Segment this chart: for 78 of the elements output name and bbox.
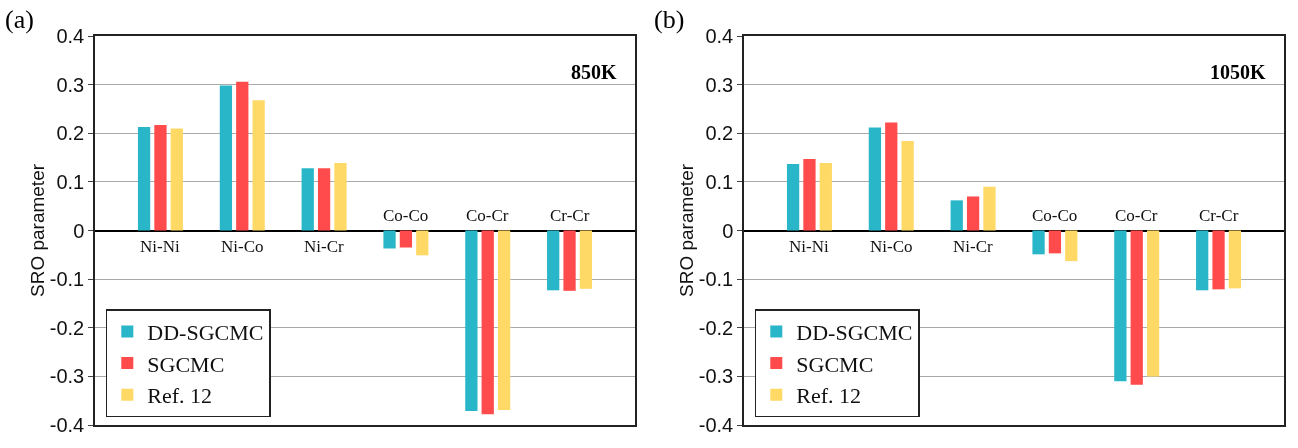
bar bbox=[465, 230, 478, 411]
x-tick-label: Ni-Cr bbox=[304, 237, 344, 256]
bar bbox=[563, 230, 576, 291]
x-tick-label: Ni-Co bbox=[870, 237, 913, 256]
bar bbox=[901, 141, 914, 231]
bar bbox=[170, 128, 183, 231]
bar bbox=[383, 230, 396, 249]
bar bbox=[236, 81, 249, 231]
bar bbox=[1048, 230, 1062, 254]
legend-label: Ref. 12 bbox=[796, 383, 862, 409]
bar bbox=[219, 85, 233, 231]
y-tick-label: 0 bbox=[73, 219, 85, 242]
bar bbox=[803, 159, 816, 231]
bar bbox=[885, 122, 898, 231]
y-tick-label: -0.2 bbox=[698, 316, 734, 339]
legend-label: Ref. 12 bbox=[147, 383, 213, 409]
y-axis-title: SRO parameter bbox=[26, 163, 48, 298]
y-tick-label: 0.3 bbox=[56, 73, 85, 96]
x-tick-label: Co-Co bbox=[383, 206, 429, 225]
y-tick-label: 0.3 bbox=[705, 73, 734, 96]
bar bbox=[966, 196, 980, 231]
bar bbox=[819, 162, 832, 231]
x-tick-label: Co-Cr bbox=[1115, 206, 1158, 225]
bar bbox=[416, 230, 429, 256]
bar bbox=[579, 230, 593, 289]
bar bbox=[334, 162, 347, 231]
y-tick-label: -0.3 bbox=[49, 365, 85, 388]
bar bbox=[868, 127, 882, 231]
y-tick-label: 0.1 bbox=[56, 170, 85, 193]
bar bbox=[1196, 230, 1209, 291]
bar bbox=[481, 230, 494, 415]
y-tick-label: 0 bbox=[722, 219, 734, 242]
y-tick-label: -0.4 bbox=[49, 414, 85, 436]
bar bbox=[1130, 230, 1143, 385]
y-tick-label: -0.4 bbox=[698, 414, 734, 436]
x-tick-label: Ni-Co bbox=[221, 237, 264, 256]
bar bbox=[1032, 230, 1045, 255]
y-tick-label: 0.2 bbox=[56, 122, 85, 145]
bar bbox=[547, 230, 560, 291]
y-tick-label: 0.4 bbox=[705, 25, 734, 47]
legend-label: SGCMC bbox=[796, 351, 874, 377]
x-tick-label: Co-Cr bbox=[466, 206, 509, 225]
annotation: 850K bbox=[571, 61, 617, 83]
y-tick-label: -0.1 bbox=[698, 268, 734, 291]
x-tick-label: Cr-Cr bbox=[550, 206, 590, 225]
bar bbox=[1114, 230, 1127, 382]
bar bbox=[252, 100, 265, 231]
bar bbox=[786, 163, 800, 231]
bar bbox=[1065, 230, 1078, 262]
bar bbox=[497, 230, 511, 410]
y-axis-title: SRO parameter bbox=[675, 163, 697, 298]
bar bbox=[1146, 230, 1160, 377]
y-tick-label: 0.2 bbox=[705, 122, 734, 145]
bar bbox=[317, 168, 331, 231]
x-tick-label: Cr-Cr bbox=[1199, 206, 1239, 225]
bar bbox=[950, 200, 963, 231]
y-tick-label: -0.2 bbox=[49, 316, 85, 339]
y-tick-label: 0.1 bbox=[705, 170, 734, 193]
y-tick-label: -0.3 bbox=[698, 365, 734, 388]
bar bbox=[399, 230, 413, 248]
x-tick-label: Ni-Ni bbox=[140, 237, 180, 256]
bar bbox=[983, 186, 996, 231]
bar bbox=[137, 126, 151, 231]
y-tick-label: 0.4 bbox=[56, 25, 85, 47]
legend-label: DD-SGCMC bbox=[796, 320, 913, 346]
bar bbox=[154, 124, 167, 231]
x-tick-label: Ni-Cr bbox=[953, 237, 993, 256]
bar bbox=[1228, 230, 1242, 289]
annotation: 1050K bbox=[1210, 61, 1266, 83]
legend-label: SGCMC bbox=[147, 351, 225, 377]
bar bbox=[1212, 230, 1225, 290]
text: (a) bbox=[5, 5, 34, 34]
y-tick-label: -0.1 bbox=[49, 268, 85, 291]
x-tick-label: Co-Co bbox=[1032, 206, 1078, 225]
legend-label: DD-SGCMC bbox=[147, 320, 264, 346]
text: (b) bbox=[654, 5, 685, 34]
x-tick-label: Ni-Ni bbox=[789, 237, 829, 256]
bar bbox=[301, 168, 314, 231]
